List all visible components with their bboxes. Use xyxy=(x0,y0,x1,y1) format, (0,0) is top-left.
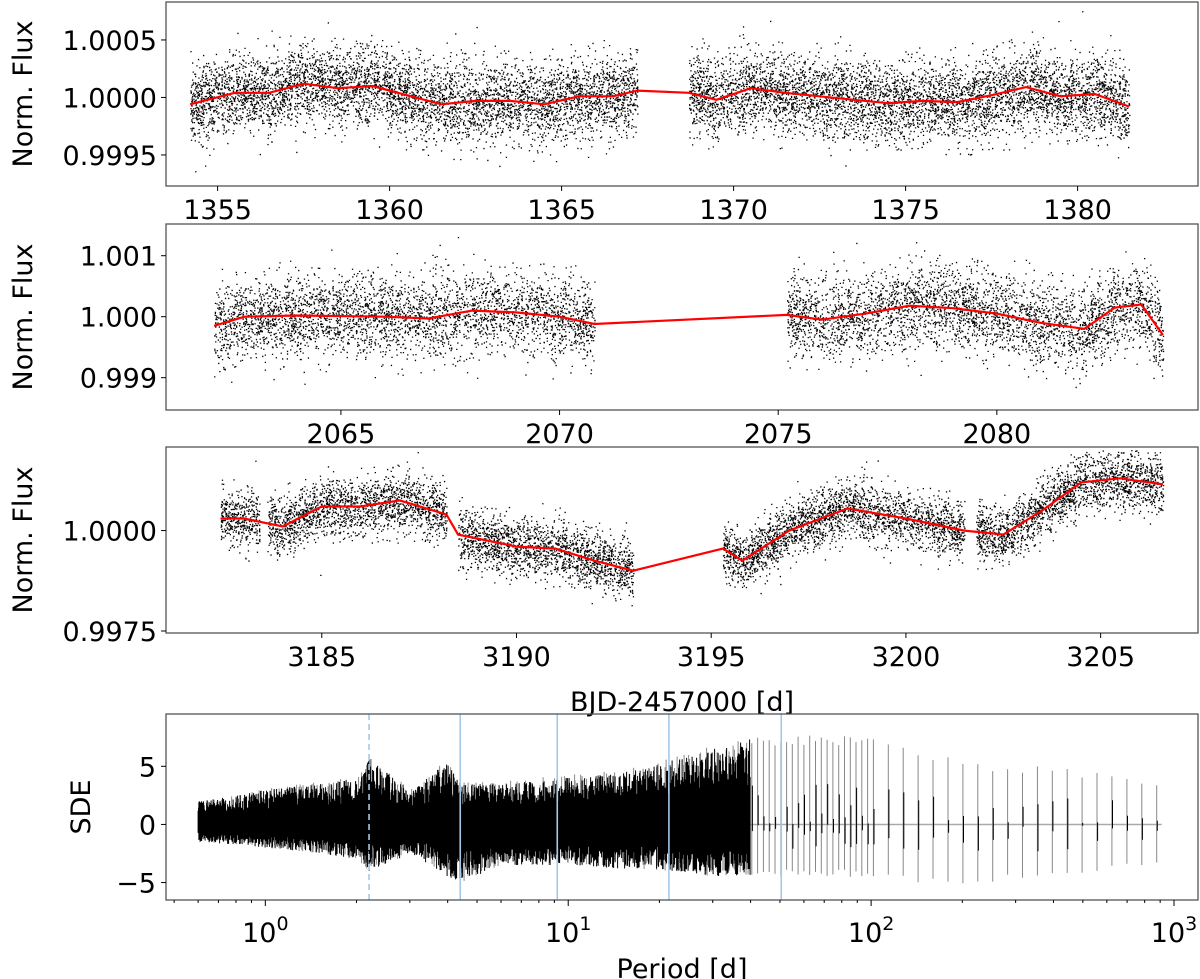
panel-lightcurve-1: 1355 1360 1365 1370 1375 1380 1.0005 1.0000 0.99… xyxy=(8,1,1199,226)
y-tick-label: 1.0005 xyxy=(63,26,157,57)
x-axis-label: Period [d] xyxy=(617,954,748,979)
y-tick-label: 0.9995 xyxy=(63,141,157,172)
y-tick-label: 1.0000 xyxy=(63,517,157,548)
y-tick-label: 0.999 xyxy=(80,364,157,395)
panel-periodogram: 100 101 102 103 5 0 −5 SDE Period [d] xyxy=(66,713,1199,979)
axes-frame xyxy=(165,1,1199,187)
x-tick-label: 3205 xyxy=(1066,642,1135,673)
x-tick-label: 3190 xyxy=(482,642,551,673)
trend-line xyxy=(189,82,1130,108)
x-tick-label: 2065 xyxy=(307,419,376,450)
x-tick-label: 3200 xyxy=(872,642,941,673)
y-tick-label: 1.000 xyxy=(80,303,157,334)
x-tick-label: 100 xyxy=(242,913,288,949)
x-tick-label: 1360 xyxy=(355,195,424,226)
sde-curve xyxy=(197,739,1158,880)
x-tick-label: 101 xyxy=(545,913,591,949)
trend-line xyxy=(213,303,1164,336)
x-tick-label: 1370 xyxy=(699,195,768,226)
panel-lightcurve-2: 2065 2070 2075 2080 1.001 1.000 0.999 Norm. Flu… xyxy=(8,223,1199,450)
panel-lightcurve-3: 3185 3190 3195 3200 3205 1.0000 0.9975 Norm. Fl… xyxy=(8,446,1199,718)
axes-frame xyxy=(165,446,1199,634)
x-tick-label: 2075 xyxy=(744,419,813,450)
y-tick-label: 1.001 xyxy=(80,242,157,273)
x-tick-label: 103 xyxy=(1151,913,1197,949)
flux-points xyxy=(220,450,1165,607)
x-tick-label: 102 xyxy=(848,913,894,949)
y-axis-label: SDE xyxy=(66,780,97,835)
trend-line xyxy=(220,477,1164,572)
y-tick-label: 0.9975 xyxy=(63,617,157,648)
x-tick-label: 1380 xyxy=(1043,195,1112,226)
y-tick-label: 5 xyxy=(139,752,156,783)
flux-points xyxy=(190,11,1131,173)
x-tick-label: 3195 xyxy=(677,642,746,673)
y-tick-label: 0 xyxy=(139,810,156,841)
y-tick-label: 1.0000 xyxy=(63,83,157,114)
flux-points xyxy=(214,237,1165,389)
axes-frame xyxy=(165,713,1199,901)
x-tick-label: 2070 xyxy=(525,419,594,450)
x-tick-label: 3185 xyxy=(287,642,356,673)
y-axis-label: Norm. Flux xyxy=(8,21,39,168)
x-tick-label: 1375 xyxy=(871,195,940,226)
x-axis-label: BJD-2457000 [d] xyxy=(570,687,794,718)
x-tick-label: 1365 xyxy=(527,195,596,226)
y-axis-label: Norm. Flux xyxy=(8,244,39,391)
x-tick-label: 2080 xyxy=(962,419,1031,450)
y-axis-label: Norm. Flux xyxy=(8,467,39,614)
x-tick-label: 1355 xyxy=(183,195,252,226)
y-tick-label: −5 xyxy=(116,869,156,900)
